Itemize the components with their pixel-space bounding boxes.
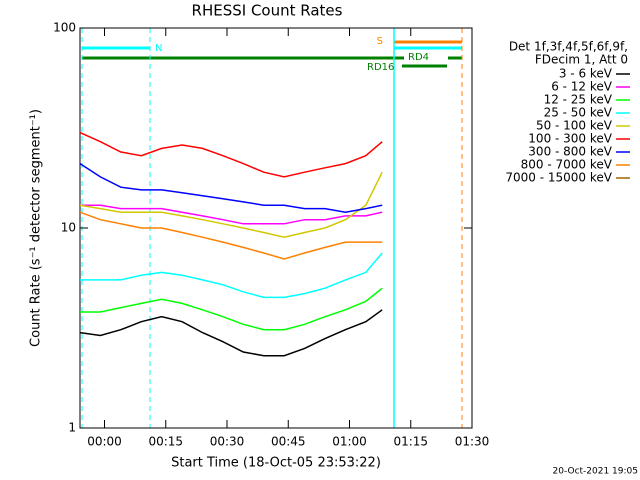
legend-label: 300 - 800 keV <box>528 145 612 159</box>
chart-title: RHESSI Count Rates <box>192 2 343 20</box>
annotation: N <box>155 43 162 54</box>
legend-label: 7000 - 15000 keV <box>505 171 612 185</box>
series-line <box>80 204 383 225</box>
x-tick-label: 01:00 <box>332 435 367 449</box>
y-axis-label: Count Rate (s⁻¹ detector segment⁻¹) <box>29 109 44 347</box>
x-tick-label: 00:30 <box>210 435 245 449</box>
footer: 20-Oct-2021 19:05 <box>553 467 638 477</box>
legend-label: 12 - 25 keV <box>544 93 613 107</box>
legend-label: 100 - 300 keV <box>528 132 612 146</box>
x-tick-label: 00:00 <box>87 435 122 449</box>
x-tick-label: 01:15 <box>393 435 428 449</box>
series-line <box>79 309 383 357</box>
y-tick-label: 1 <box>68 421 76 435</box>
series-line <box>79 171 383 238</box>
legend-label: 25 - 50 keV <box>544 106 613 120</box>
y-tick-label: 10 <box>61 221 76 235</box>
x-tick-label: 00:45 <box>271 435 306 449</box>
legend-label: 800 - 7000 keV <box>521 158 613 172</box>
x-axis-label: Start Time (18-Oct-05 23:53:22) <box>171 456 381 471</box>
legend-label: 50 - 100 keV <box>536 119 613 133</box>
series-line <box>79 131 383 178</box>
annotation: S <box>377 36 383 47</box>
y-tick-label: 100 <box>53 21 76 35</box>
x-tick-label: 01:30 <box>455 435 490 449</box>
series-line <box>79 162 383 213</box>
annotation: RD16 <box>367 62 394 73</box>
series-line <box>80 252 383 299</box>
legend-label: 6 - 12 keV <box>551 80 613 94</box>
legend-label: 3 - 6 keV <box>559 67 613 81</box>
legend-title: Det 1f,3f,4f,5f,6f,9f, <box>509 40 628 54</box>
annotation: RD4 <box>408 52 429 63</box>
series-line <box>79 211 383 260</box>
legend-title: FDecim 1, Att 0 <box>535 53 628 67</box>
x-tick-label: 00:15 <box>148 435 183 449</box>
series-line <box>80 287 383 331</box>
